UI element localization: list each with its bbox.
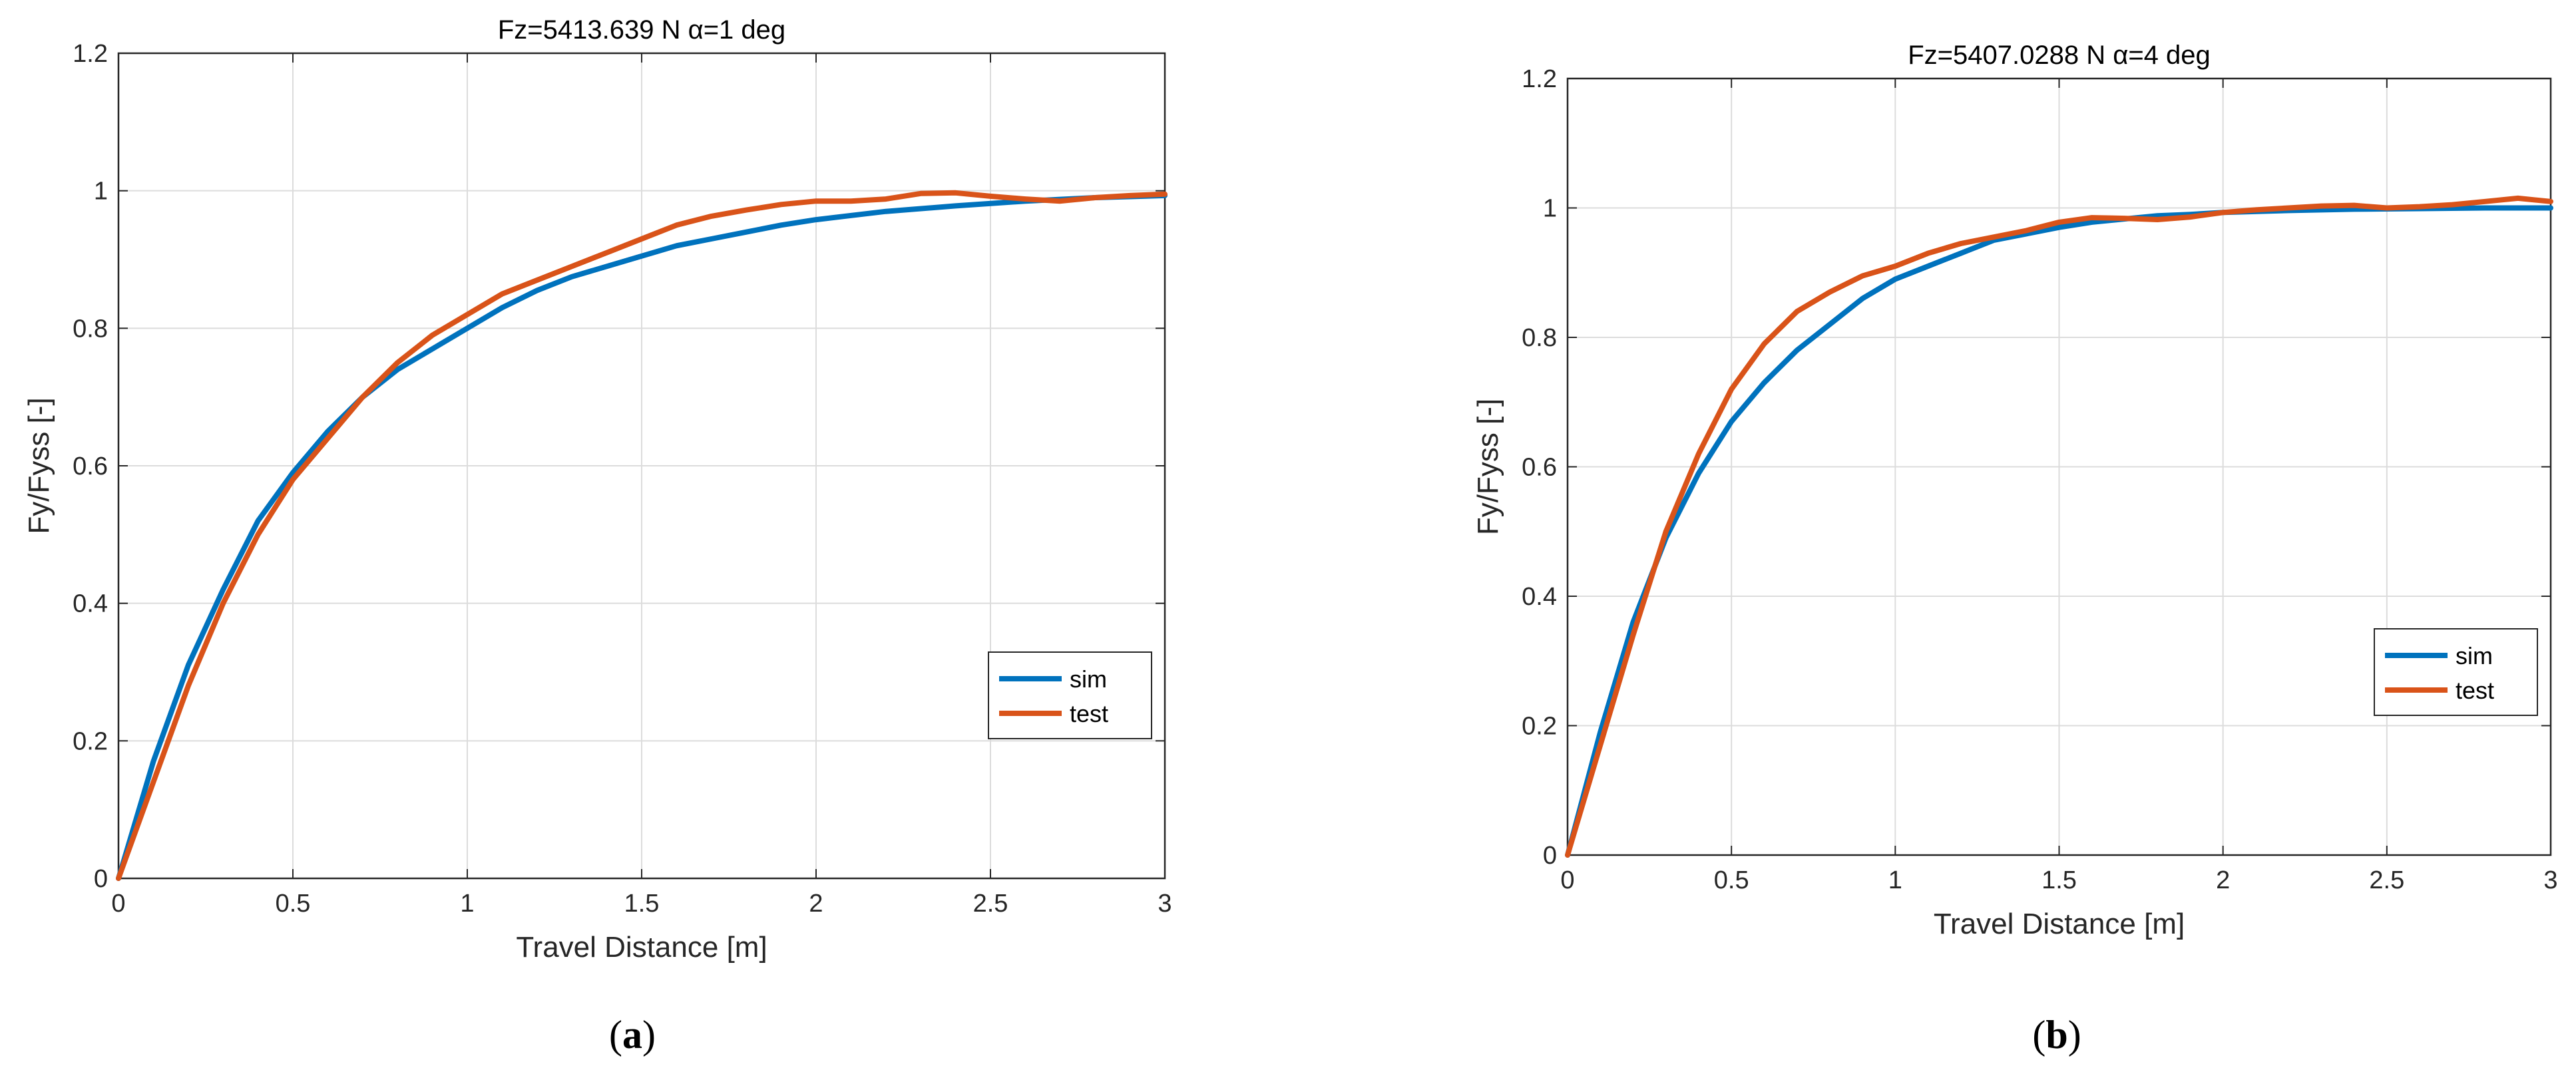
- axes-frame: [1566, 77, 2552, 856]
- y-tick-label: 1.2: [1522, 65, 1557, 93]
- legend-box: [988, 651, 1152, 739]
- x-tick-label: 2.5: [973, 890, 1008, 918]
- legend: sim test: [2374, 628, 2538, 716]
- x-tick-label: 2: [809, 890, 823, 918]
- y-tick-label: 0: [94, 865, 108, 893]
- caption-open: (: [609, 1013, 622, 1057]
- chart-a: 0 0.5 1 1.5 2 2.5 3 0 0.2 0.4 0.6 0.8 1 1.2 Fz=5413.63…: [23, 15, 1172, 1057]
- x-tick-label: 3: [1158, 890, 1172, 918]
- caption-close: ): [2068, 1013, 2081, 1057]
- caption-letter: b: [2045, 1013, 2067, 1057]
- chart-b: 0 0.5 1 1.5 2 2.5 3 0 0.2 0.4 0.6 0.8 1 1.2 Fz=5407.02…: [1472, 41, 2558, 1057]
- y-tick-label: 0.4: [73, 590, 108, 618]
- caption-letter: a: [622, 1013, 642, 1057]
- panel-caption: (b): [2032, 1013, 2081, 1057]
- x-axis-label: Travel Distance [m]: [516, 931, 767, 964]
- legend-label-test: test: [1070, 700, 1108, 727]
- y-tick-label: 0.8: [1522, 324, 1557, 352]
- y-tick-label: 0.8: [73, 315, 108, 343]
- y-tick-label: 0: [1543, 842, 1557, 870]
- y-tick-label: 1: [1543, 195, 1557, 223]
- x-tick-label: 0.5: [1714, 866, 1749, 894]
- panel-caption: (a): [609, 1013, 656, 1057]
- series-line-sim: [116, 192, 1168, 881]
- chart-title: Fz=5413.639 N α=1 deg: [498, 15, 785, 45]
- x-tick-label: 3: [2543, 866, 2557, 894]
- x-tick-label: 1: [1888, 866, 1902, 894]
- y-tick-label: 0.4: [1522, 583, 1557, 611]
- y-tick-label: 0.2: [1522, 713, 1557, 741]
- y-tick-label: 0.2: [73, 727, 108, 755]
- series-line-test: [1565, 195, 2553, 858]
- x-tick-label: 0: [1560, 866, 1574, 894]
- y-tick-label: 1: [94, 178, 108, 206]
- y-tick-label: 0.6: [73, 452, 108, 480]
- chart-title: Fz=5407.0288 N α=4 deg: [1908, 41, 2211, 70]
- series-line-test: [116, 190, 1168, 881]
- x-axis-label: Travel Distance [m]: [1934, 908, 2185, 940]
- legend-label-test: test: [2456, 677, 2494, 704]
- y-axis-label: Fy/Fyss [-]: [23, 397, 55, 534]
- legend: sim test: [988, 651, 1152, 739]
- axes-frame: [117, 52, 1166, 880]
- x-tick-label: 0.5: [276, 890, 311, 918]
- y-axis-label: Fy/Fyss [-]: [1472, 399, 1504, 535]
- caption-open: (: [2032, 1013, 2045, 1057]
- x-tick-label: 2: [2216, 866, 2230, 894]
- x-tick-label: 1.5: [624, 890, 660, 918]
- x-tick-label: 1.5: [2041, 866, 2077, 894]
- legend-box: [2374, 628, 2538, 716]
- legend-label-sim: sim: [2456, 642, 2493, 669]
- y-tick-label: 1.2: [73, 40, 108, 68]
- x-tick-label: 1: [460, 890, 474, 918]
- legend-label-sim: sim: [1070, 665, 1107, 693]
- x-tick-label: 0: [111, 890, 125, 918]
- x-tick-label: 2.5: [2369, 866, 2404, 894]
- y-tick-label: 0.6: [1522, 454, 1557, 482]
- caption-close: ): [642, 1013, 656, 1057]
